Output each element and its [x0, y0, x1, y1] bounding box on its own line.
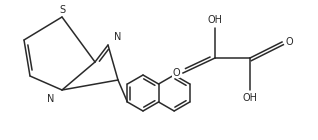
- Text: N: N: [114, 32, 121, 42]
- Text: O: O: [172, 68, 180, 78]
- Text: OH: OH: [208, 15, 223, 25]
- Text: N: N: [47, 94, 54, 104]
- Text: S: S: [59, 5, 65, 15]
- Text: O: O: [285, 37, 293, 47]
- Text: OH: OH: [243, 93, 258, 103]
